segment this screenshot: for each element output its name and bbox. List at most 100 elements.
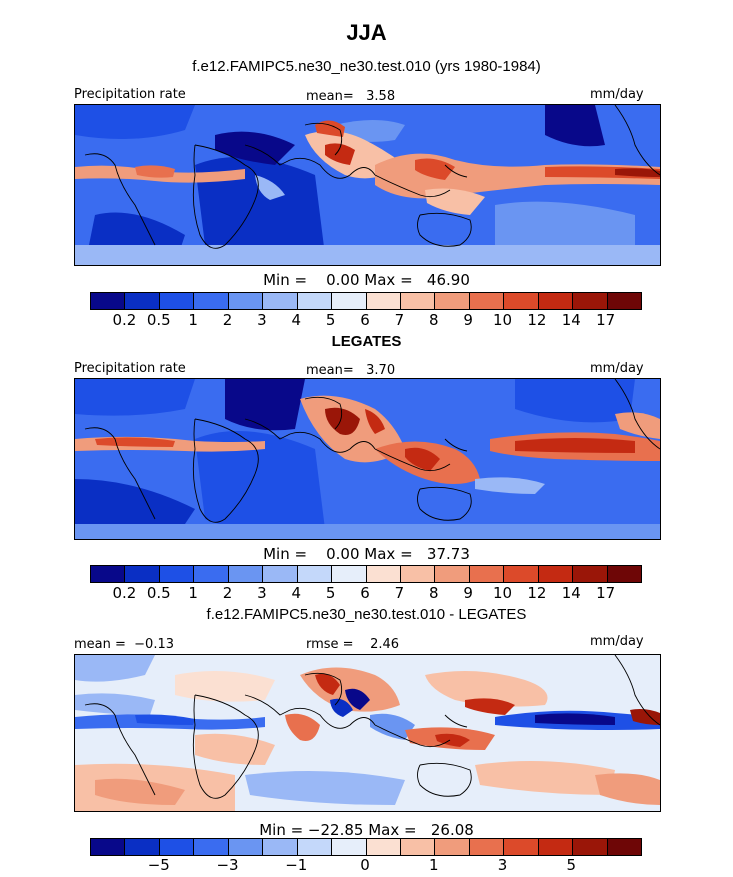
panel1-colorbar-ticks: 0.2 0.5 1 2 3 4 5 6 7 8 9 10 12 14 17 bbox=[90, 311, 640, 329]
colorbar-segment bbox=[194, 566, 229, 582]
colorbar-tick-label: 5 bbox=[566, 856, 577, 874]
colorbar-segment bbox=[263, 839, 298, 855]
panel3-map bbox=[74, 654, 661, 812]
colorbar-tick-label: 1 bbox=[428, 856, 439, 874]
colorbar-tick-label: 9 bbox=[463, 584, 473, 602]
colorbar-tick-label: 17 bbox=[596, 584, 616, 602]
colorbar-segment bbox=[469, 566, 505, 582]
colorbar-segment bbox=[400, 566, 436, 582]
panel2-minmax: Min = 0.00 Max = 37.73 bbox=[263, 545, 470, 563]
colorbar-segment bbox=[194, 839, 229, 855]
colorbar-segment bbox=[297, 293, 333, 309]
panel1-precip-field bbox=[75, 105, 660, 265]
colorbar-tick-label: 10 bbox=[492, 311, 513, 329]
colorbar-tick-label: 8 bbox=[428, 311, 439, 329]
panel3-colorbar bbox=[90, 838, 642, 856]
colorbar-tick-label: −5 bbox=[147, 856, 170, 874]
panel2-title: LEGATES bbox=[331, 333, 402, 350]
colorbar-segment bbox=[400, 839, 436, 855]
colorbar-segment bbox=[400, 293, 436, 309]
colorbar-tick-label: 7 bbox=[394, 584, 405, 602]
panel1-variable-label: Precipitation rate bbox=[74, 87, 186, 102]
panel2-precip-field bbox=[75, 379, 660, 539]
colorbar-tick-label: 12 bbox=[527, 584, 547, 602]
colorbar-segment bbox=[538, 293, 574, 309]
colorbar-segment bbox=[469, 293, 505, 309]
colorbar-tick-label: 1 bbox=[188, 584, 198, 602]
colorbar-tick-label: 3 bbox=[257, 584, 267, 602]
colorbar-segment bbox=[538, 566, 574, 582]
colorbar-tick-label: 6 bbox=[360, 311, 370, 329]
colorbar-tick-label: 0.2 bbox=[112, 584, 137, 602]
panel1-units-label: mm/day bbox=[590, 87, 644, 102]
colorbar-segment bbox=[435, 566, 470, 582]
colorbar-tick-label: 0.5 bbox=[146, 584, 171, 602]
colorbar-segment bbox=[504, 566, 539, 582]
colorbar-tick-label: 4 bbox=[291, 311, 302, 329]
colorbar-segment bbox=[332, 293, 367, 309]
colorbar-segment bbox=[366, 566, 401, 582]
colorbar-segment bbox=[91, 293, 126, 309]
colorbar-segment bbox=[159, 566, 195, 582]
colorbar-segment bbox=[435, 293, 470, 309]
colorbar-tick-label: 17 bbox=[596, 311, 616, 329]
colorbar-segment bbox=[228, 839, 264, 855]
colorbar-segment bbox=[91, 839, 126, 855]
panel1-colorbar bbox=[90, 292, 642, 310]
colorbar-tick-label: 2 bbox=[222, 584, 233, 602]
colorbar-segment bbox=[504, 839, 539, 855]
colorbar-segment bbox=[435, 839, 470, 855]
colorbar-segment bbox=[91, 566, 126, 582]
panel2-map bbox=[74, 378, 661, 540]
panel2-colorbar-ticks: 0.2 0.5 1 2 3 4 5 6 7 8 9 10 12 14 17 bbox=[90, 584, 640, 602]
colorbar-tick-label: 3 bbox=[257, 311, 267, 329]
colorbar-segment bbox=[573, 566, 608, 582]
colorbar-tick-label: 14 bbox=[561, 311, 581, 329]
colorbar-tick-label: 14 bbox=[561, 584, 581, 602]
colorbar-segment bbox=[125, 566, 160, 582]
panel3-units-label: mm/day bbox=[590, 634, 644, 649]
colorbar-tick-label: 0 bbox=[360, 856, 370, 874]
colorbar-segment bbox=[263, 566, 298, 582]
colorbar-segment bbox=[125, 839, 160, 855]
panel2-variable-label: Precipitation rate bbox=[74, 361, 186, 376]
colorbar-tick-label: 9 bbox=[463, 311, 473, 329]
panel1-map bbox=[74, 104, 661, 266]
panel3-colorbar-ticks: −5 −3 −1 0 1 3 5 bbox=[90, 856, 640, 874]
colorbar-segment bbox=[607, 293, 641, 309]
colorbar-segment bbox=[607, 566, 641, 582]
panel2-colorbar bbox=[90, 565, 642, 583]
colorbar-tick-label: 5 bbox=[325, 584, 336, 602]
colorbar-segment bbox=[469, 839, 505, 855]
colorbar-segment bbox=[159, 293, 195, 309]
colorbar-segment bbox=[194, 293, 229, 309]
panel3-title: f.e12.FAMIPC5.ne30_ne30.test.010 - LEGAT… bbox=[206, 606, 527, 623]
colorbar-tick-label: 10 bbox=[492, 584, 513, 602]
colorbar-segment bbox=[228, 293, 264, 309]
colorbar-tick-label: 0.5 bbox=[146, 311, 171, 329]
colorbar-segment bbox=[332, 839, 367, 855]
colorbar-segment bbox=[573, 839, 608, 855]
colorbar-tick-label: 2 bbox=[222, 311, 233, 329]
colorbar-tick-label: 1 bbox=[188, 311, 198, 329]
colorbar-segment bbox=[228, 566, 264, 582]
colorbar-segment bbox=[366, 293, 401, 309]
panel1-mean-label: mean= 3.58 bbox=[306, 89, 396, 104]
colorbar-tick-label: 0.2 bbox=[112, 311, 137, 329]
colorbar-segment bbox=[159, 839, 195, 855]
panel3-mean-label: mean = −0.13 bbox=[74, 637, 174, 652]
colorbar-segment bbox=[263, 293, 298, 309]
colorbar-segment bbox=[297, 566, 333, 582]
colorbar-segment bbox=[538, 839, 574, 855]
page-title: JJA bbox=[346, 20, 387, 45]
panel3-rmse-label: rmse = 2.46 bbox=[306, 637, 400, 652]
colorbar-tick-label: 5 bbox=[325, 311, 336, 329]
panel2-mean-label: mean= 3.70 bbox=[306, 363, 396, 378]
colorbar-segment bbox=[607, 839, 641, 855]
colorbar-segment bbox=[297, 839, 333, 855]
panel1-minmax: Min = 0.00 Max = 46.90 bbox=[263, 271, 470, 289]
colorbar-tick-label: 3 bbox=[497, 856, 508, 874]
case-subtitle: f.e12.FAMIPC5.ne30_ne30.test.010 (yrs 19… bbox=[192, 58, 541, 75]
colorbar-segment bbox=[504, 293, 539, 309]
panel3-minmax: Min = −22.85 Max = 26.08 bbox=[259, 821, 474, 839]
